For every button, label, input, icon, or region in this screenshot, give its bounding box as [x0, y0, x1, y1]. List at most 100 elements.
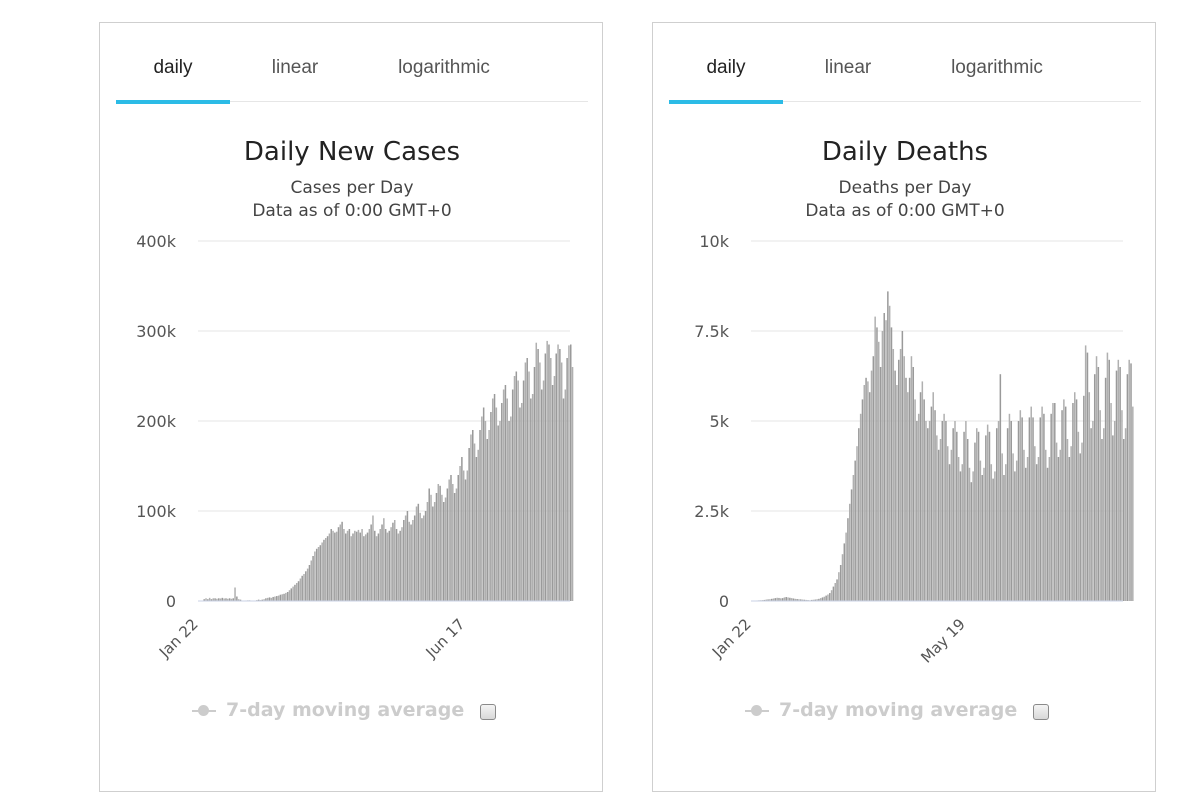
data-bar [885, 320, 887, 601]
data-bar [1072, 403, 1074, 601]
data-bar [821, 597, 824, 601]
data-bar [966, 439, 969, 601]
data-bar [796, 599, 798, 601]
data-bar [568, 345, 570, 601]
data-bar [1034, 446, 1036, 601]
data-bar [437, 484, 440, 601]
data-bar [430, 494, 432, 601]
data-bar [542, 380, 545, 601]
data-bar [1101, 439, 1103, 601]
data-bar [319, 545, 322, 601]
data-bar [1132, 406, 1134, 601]
data-bar [910, 356, 913, 601]
data-bar [939, 439, 942, 601]
data-bar [988, 431, 991, 601]
data-bar [1001, 453, 1003, 601]
data-bar [954, 421, 956, 601]
data-bar [571, 367, 574, 601]
data-bar [769, 599, 771, 601]
data-bar [553, 376, 556, 601]
moving-average-checkbox[interactable] [480, 704, 496, 720]
data-bar [412, 520, 414, 601]
moving-average-checkbox[interactable] [1033, 704, 1049, 720]
data-bar [366, 532, 369, 601]
data-bar [792, 598, 795, 601]
data-bar [1012, 453, 1014, 601]
data-bar [335, 531, 338, 601]
data-bar [223, 598, 225, 601]
legend-7-day-moving-average[interactable]: 7-day moving average [745, 699, 1065, 723]
data-bar [876, 327, 878, 601]
data-bar [959, 471, 962, 601]
data-bar [1128, 359, 1130, 601]
data-bar [265, 598, 267, 601]
chart-tabs: daily linear logarithmic [669, 23, 1141, 104]
data-bar [781, 598, 784, 601]
data-bar [892, 349, 895, 601]
data-bar [986, 424, 989, 601]
x-tick-label: Jan 22 [155, 615, 202, 662]
data-bar [968, 467, 971, 601]
data-bar [464, 479, 467, 601]
data-bar [1019, 410, 1022, 601]
data-bar [1093, 374, 1096, 601]
data-bar [225, 598, 227, 601]
data-bar [421, 518, 423, 601]
data-bar [203, 599, 205, 601]
tab-daily[interactable]: daily [706, 57, 746, 78]
x-tick-label: Jan 22 [708, 615, 755, 662]
data-bar [393, 520, 396, 601]
data-bar [217, 598, 220, 601]
data-bar [227, 598, 229, 601]
data-bar [1123, 439, 1125, 601]
data-bar [981, 475, 983, 601]
data-bar [219, 598, 222, 601]
tab-logarithmic[interactable]: logarithmic [398, 57, 490, 78]
data-bar [232, 598, 234, 601]
data-bar [1055, 442, 1058, 601]
data-bar [883, 313, 885, 601]
tab-daily[interactable]: daily [153, 57, 193, 78]
data-bar [976, 428, 978, 601]
data-bar [994, 471, 996, 601]
data-bar [1041, 406, 1043, 601]
data-bar [789, 597, 791, 601]
tab-linear[interactable]: linear [271, 57, 319, 78]
tab-linear[interactable]: linear [824, 57, 872, 78]
data-bar [266, 597, 269, 601]
data-bar [848, 503, 851, 601]
data-bar [841, 554, 844, 601]
data-bar [417, 503, 420, 601]
data-bar [801, 599, 804, 601]
data-bar [295, 583, 298, 601]
data-bar [341, 521, 343, 601]
data-bar [839, 565, 842, 601]
data-bar [778, 597, 780, 601]
data-bar [946, 446, 949, 601]
data-bar [459, 466, 461, 601]
data-bar [379, 529, 381, 601]
data-bar [937, 449, 940, 601]
data-bar [332, 530, 334, 601]
data-bar [948, 464, 951, 601]
data-bar [413, 515, 416, 601]
data-bar [794, 598, 797, 601]
data-bar [961, 464, 964, 601]
data-bar [497, 425, 499, 601]
data-bar [827, 594, 829, 601]
data-bar [531, 394, 534, 601]
legend-7-day-moving-average[interactable]: 7-day moving average [192, 699, 512, 723]
data-bar [776, 597, 778, 601]
data-bar [452, 484, 454, 601]
data-bar [1130, 363, 1132, 601]
tab-logarithmic[interactable]: logarithmic [951, 57, 1043, 78]
data-bar [1103, 428, 1105, 601]
data-bar [312, 556, 314, 601]
data-bar [858, 428, 860, 601]
data-bar [890, 327, 893, 601]
data-bar [290, 588, 293, 601]
data-bar [912, 367, 915, 601]
y-tick-label: 400k [136, 232, 177, 251]
data-bar [1025, 467, 1027, 601]
data-bar [1059, 449, 1061, 601]
